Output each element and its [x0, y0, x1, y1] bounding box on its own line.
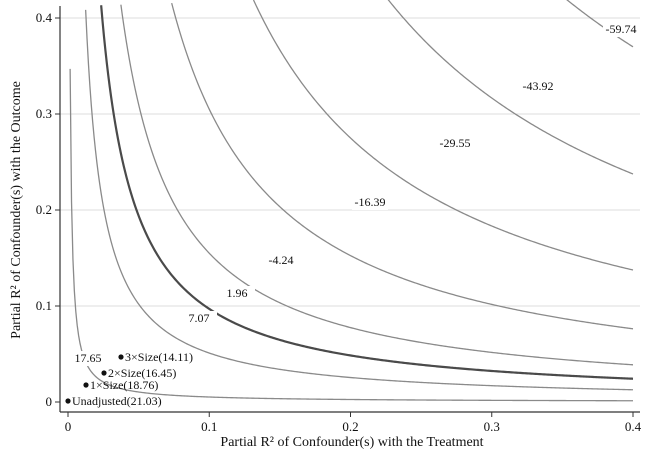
- contour-line-1: [84, 9, 634, 391]
- x-tick-label-3: 0.3: [484, 419, 500, 434]
- contour-labels: 17.65 7.07 1.96 -4.24 -16.39 -29.55 -43.92 -59.…: [70, 22, 639, 366]
- contour-label-bg-4: [352, 195, 388, 210]
- point-label-0: Unadjusted(21.03): [72, 394, 162, 408]
- contour-label-bg-7: [603, 22, 639, 37]
- contour-label-bg-2: [219, 286, 255, 301]
- point-3: [118, 354, 124, 360]
- x-tick-label-1: 0.1: [201, 419, 217, 434]
- contour-lines: [69, 0, 634, 402]
- point-2: [101, 370, 107, 376]
- y-tick-label-2: 0.2: [36, 202, 52, 217]
- benchmark-points: Unadjusted(21.03) 1×Size(18.76)2×Size(16.…: [65, 350, 193, 408]
- x-tick-label-4: 0.4: [625, 419, 642, 434]
- y-tick-label-0: 0: [46, 394, 53, 409]
- point-label-2: 2×Size(16.45): [108, 366, 176, 380]
- contour-label-6: -43.92: [523, 79, 554, 93]
- contour-label-bg-6: [520, 79, 556, 94]
- contour-line-0: [69, 68, 633, 402]
- x-axis-label: Partial R² of Confounder(s) with the Tre…: [220, 435, 483, 450]
- contour-label-5: -29.55: [440, 136, 471, 150]
- contour-label-2: 1.96: [227, 286, 248, 300]
- contour-label-0: 17.65: [75, 351, 102, 365]
- point-label-3: 3×Size(14.11): [125, 350, 193, 364]
- gridlines: [60, 17, 640, 307]
- contour-label-bg-1: [181, 311, 217, 326]
- y-tick-label-4: 0.4: [36, 10, 53, 25]
- contour-line-2: [100, 5, 634, 380]
- point-label-1: 1×Size(18.76): [90, 378, 158, 392]
- contour-label-1: 7.07: [189, 311, 210, 325]
- contour-label-4: -16.39: [355, 195, 386, 209]
- contour-line-7: [566, 0, 634, 48]
- y-tick-label-1: 0.1: [36, 298, 52, 313]
- contour-line-6: [387, 0, 634, 175]
- contour-label-7: -59.74: [606, 22, 637, 36]
- y-tick-label-3: 0.3: [36, 106, 52, 121]
- point-0: [65, 398, 71, 404]
- contour-line-5: [252, 0, 634, 271]
- contour-label-3: -4.24: [269, 253, 294, 267]
- y-axis-label: Partial R² of Confounder(s) with the Out…: [9, 81, 24, 339]
- contour-label-bg-0: [70, 351, 106, 366]
- contour-line-4: [171, 2, 634, 330]
- contour-label-bg-5: [437, 136, 473, 151]
- point-1: [83, 382, 89, 388]
- x-tick-label-0: 0: [65, 419, 72, 434]
- x-tick-label-2: 0.2: [342, 419, 358, 434]
- contour-line-3: [120, 4, 634, 366]
- axes: 0 0.1 0.2 0.3 0.4 0 0.1 0.2 0.3 0.4: [36, 6, 642, 434]
- contour-label-bg-3: [263, 253, 299, 268]
